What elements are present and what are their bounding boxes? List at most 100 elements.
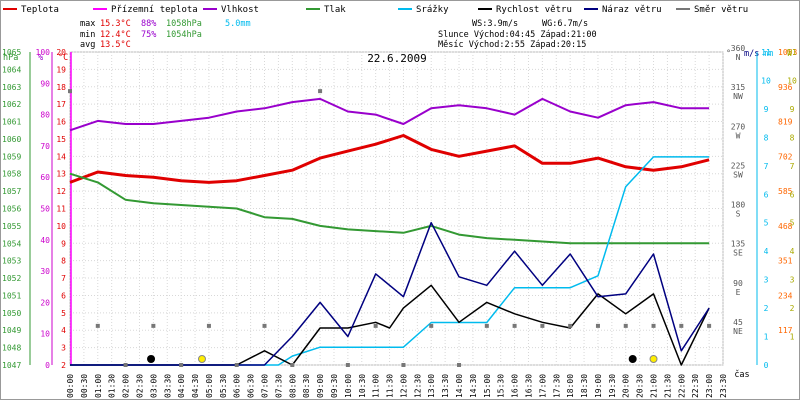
x-tick-label: 04:00 <box>177 374 186 398</box>
axis-percent-tick: 30 <box>40 267 50 276</box>
legend-label: Teplota <box>21 5 59 15</box>
wind-direction-point <box>679 323 684 328</box>
axis-hpa-tick: 1056 <box>2 205 21 214</box>
x-tick-label: 21:00 <box>650 374 659 398</box>
wind-direction-point <box>623 323 628 328</box>
wind-direction-point <box>68 89 72 94</box>
axis-direction-tick: 45 <box>733 318 743 327</box>
x-tick-label: 09:00 <box>316 374 325 398</box>
axis-direction-name: NE <box>733 327 743 336</box>
x-tick-label: 16:30 <box>524 374 533 398</box>
axis-w-label: W <box>787 49 793 59</box>
x-tick-label: 18:00 <box>566 374 575 398</box>
wind-direction-point <box>540 323 545 328</box>
axis-hpa-tick: 1050 <box>2 309 21 318</box>
axis-percent-tick: 100 <box>36 48 51 57</box>
axis-celsius-tick: 9 <box>61 239 66 248</box>
axis-direction-tick: 315 <box>731 83 746 92</box>
wind-direction-point <box>234 363 239 367</box>
axis-ms-tick: 4 <box>764 247 769 256</box>
axis-direction-tick: 225 <box>731 161 746 170</box>
wind-direction-point <box>512 323 517 328</box>
axis-percent-tick: 60 <box>40 173 50 182</box>
x-tick-label: 17:00 <box>538 374 547 398</box>
x-tick-label: 20:00 <box>622 374 631 398</box>
axis-ms-tick: 1 <box>764 333 769 342</box>
axis-celsius-tick: 13 <box>56 170 66 179</box>
axis-direction-tick: 270 <box>731 122 746 131</box>
series-line-Teplota <box>69 134 710 184</box>
axis-mm-tick: 585 <box>778 187 793 196</box>
axis-percent-tick: 80 <box>40 111 50 120</box>
axis-celsius-tick: 7 <box>61 274 66 283</box>
x-tick-label: 17:30 <box>552 374 561 398</box>
axis-w-tick: 3 <box>790 276 795 285</box>
axis-celsius-tick: 14 <box>56 152 66 161</box>
axis-mm-tick: 351 <box>778 257 793 266</box>
axis-hpa-tick: 1059 <box>2 152 21 161</box>
axis-celsius-tick: 2 <box>61 361 66 370</box>
axis-celsius-tick: 15 <box>56 135 66 144</box>
x-tick-label: 12:30 <box>413 374 422 398</box>
x-tick-label: 22:00 <box>677 374 686 398</box>
series-line-Tlak <box>69 172 710 245</box>
axis-hpa-tick: 1063 <box>2 83 21 92</box>
x-tick-label: 07:30 <box>274 374 283 398</box>
axis-ms-tick: 3 <box>764 276 769 285</box>
stat-min-temp: 12.4°C <box>100 30 131 40</box>
axis-celsius-tick: 20 <box>56 48 66 57</box>
axis-hpa-tick: 1057 <box>2 187 21 196</box>
x-tick-label: 14:30 <box>469 374 478 398</box>
axis-percent-tick: 0 <box>45 361 50 370</box>
wind-direction-point <box>262 323 267 328</box>
axis-hpa-tick: 1060 <box>2 135 21 144</box>
axis-direction-name: N <box>736 53 741 62</box>
axis-ms-tick: 7 <box>764 162 769 171</box>
moonset-marker <box>628 355 637 363</box>
x-tick-label: 13:30 <box>441 374 450 398</box>
x-tick-label: 04:30 <box>191 374 200 398</box>
x-tick-label: 01:00 <box>94 374 103 398</box>
axis-hpa-tick: 1064 <box>2 65 21 74</box>
x-tick-label: 22:30 <box>691 374 700 398</box>
wind-direction-point <box>290 363 295 367</box>
chart-title: 22.6.2009 <box>367 52 427 65</box>
axis-mm-tick: 819 <box>778 118 793 127</box>
axis-hpa-tick: 1054 <box>2 239 21 248</box>
x-tick-label: 02:00 <box>122 374 131 398</box>
axis-celsius-tick: 16 <box>56 118 66 127</box>
axis-ms-tick: 0 <box>764 361 769 370</box>
x-tick-label: 11:30 <box>386 374 395 398</box>
x-tick-label: 16:00 <box>511 374 520 398</box>
stat-avg-label: avg <box>80 40 95 50</box>
stat-max-temp: 15.3°C <box>100 19 131 29</box>
axis-celsius-tick: 10 <box>56 222 66 231</box>
legend-label: Náraz větru <box>602 5 662 15</box>
x-tick-label: 18:30 <box>580 374 589 398</box>
wind-direction-point <box>484 323 489 328</box>
moonrise-marker <box>147 355 156 363</box>
wind-direction-point <box>179 363 184 367</box>
axis-w-tick: 5 <box>790 219 795 228</box>
stat-max-press: 1058hPa <box>166 19 202 29</box>
x-tick-label: 06:00 <box>233 374 242 398</box>
axis-direction-name: W <box>736 131 741 140</box>
axis-mm-tick: 1053 <box>778 48 797 57</box>
x-tick-label: 20:30 <box>636 374 645 398</box>
x-tick-label: 00:00 <box>66 374 75 398</box>
legend-label: Směr větru <box>694 5 748 15</box>
axis-direction-name: E <box>736 288 741 297</box>
axis-mm-tick: 702 <box>778 152 793 161</box>
axis-celsius-tick: 11 <box>56 205 66 214</box>
axis-direction-label: ° <box>726 49 731 59</box>
x-tick-label: 08:30 <box>302 374 311 398</box>
axis-mm-tick: 234 <box>778 291 793 300</box>
stat-max-label: max <box>80 19 95 29</box>
axis-w-tick: 11 <box>787 48 797 57</box>
x-tick-label: 23:30 <box>719 374 728 398</box>
legend-label: Rychlost větru <box>496 5 572 15</box>
x-tick-label: 19:30 <box>608 374 617 398</box>
stat-min-hum: 75% <box>141 30 156 40</box>
axis-direction-tick: 360 <box>731 44 746 53</box>
x-tick-label: 06:30 <box>247 374 256 398</box>
